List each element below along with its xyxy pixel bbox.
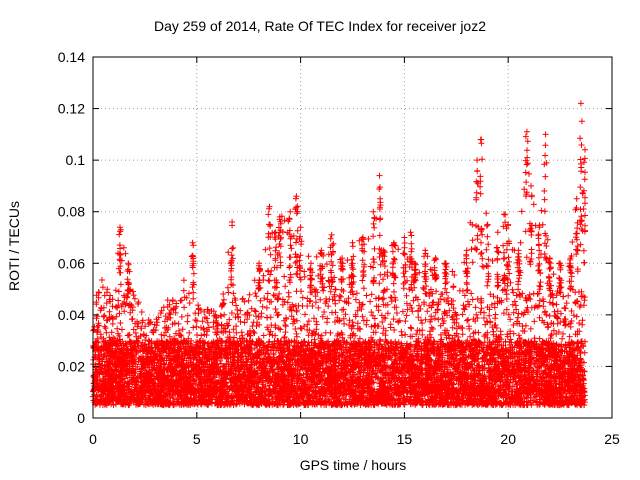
x-tick-label: 0: [89, 431, 97, 447]
chart-title: Day 259 of 2014, Rate Of TEC Index for r…: [153, 18, 487, 34]
axis-ticks: 0 0.02 0.04 0.06 0.08 0.1 0.12 0.14 0 5 10 15 20 25: [58, 49, 620, 447]
y-axis-label: ROTI / TECUs: [6, 201, 22, 291]
y-tick-label: 0.1: [66, 152, 86, 168]
y-tick-label: 0.04: [58, 307, 85, 323]
x-tick-label: 5: [193, 431, 201, 447]
y-tick-label: 0.12: [58, 101, 85, 117]
x-tick-label: 20: [500, 431, 516, 447]
plot-frame: [92, 56, 613, 419]
x-tick-label: 25: [604, 431, 620, 447]
y-tick-label: 0.14: [58, 49, 85, 65]
y-tick-label: 0.06: [58, 255, 85, 271]
y-tick-label: 0.02: [58, 358, 85, 374]
y-tick-label: 0.08: [58, 204, 85, 220]
y-tick-label: 0: [77, 410, 85, 426]
x-tick-label: 15: [397, 431, 413, 447]
x-axis-label: GPS time / hours: [299, 457, 407, 473]
roti-data-markers: [90, 100, 588, 409]
x-tick-label: 10: [293, 431, 309, 447]
scatter-points: [90, 100, 588, 409]
